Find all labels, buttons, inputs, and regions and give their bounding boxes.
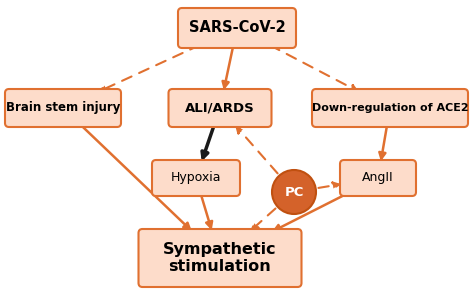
Text: Brain stem injury: Brain stem injury (6, 102, 120, 114)
Circle shape (272, 170, 316, 214)
FancyBboxPatch shape (312, 89, 468, 127)
Text: Down-regulation of ACE2: Down-regulation of ACE2 (312, 103, 468, 113)
FancyBboxPatch shape (138, 229, 301, 287)
Text: AngII: AngII (362, 172, 394, 184)
Text: Sympathetic
stimulation: Sympathetic stimulation (163, 242, 277, 274)
Text: PC: PC (284, 185, 304, 198)
FancyBboxPatch shape (5, 89, 121, 127)
FancyBboxPatch shape (152, 160, 240, 196)
Text: ALI/ARDS: ALI/ARDS (185, 102, 255, 114)
Text: SARS-CoV-2: SARS-CoV-2 (189, 21, 285, 35)
Text: Hypoxia: Hypoxia (171, 172, 221, 184)
FancyBboxPatch shape (178, 8, 296, 48)
FancyBboxPatch shape (168, 89, 272, 127)
FancyBboxPatch shape (340, 160, 416, 196)
